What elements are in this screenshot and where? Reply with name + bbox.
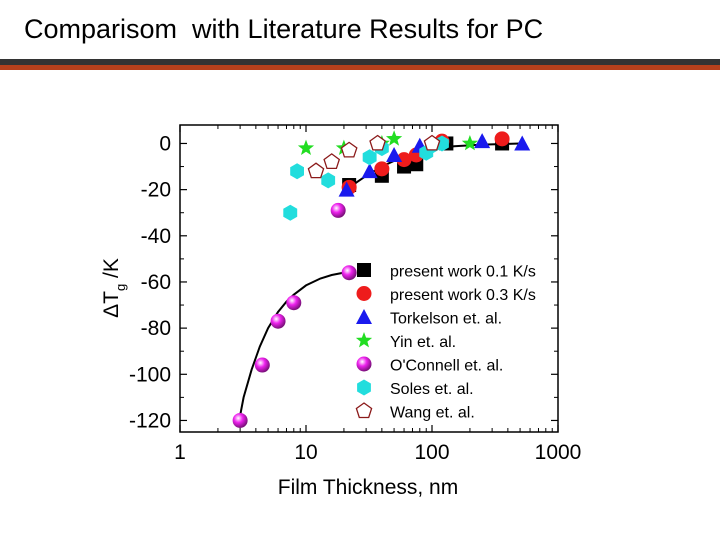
data-point <box>514 135 531 151</box>
legend: present work 0.1 K/s present work 0.3 K/s… <box>355 263 536 422</box>
data-point <box>341 265 357 281</box>
plot-area <box>179 124 559 433</box>
data-point <box>340 141 358 158</box>
x-tick-label: 1000 <box>535 441 582 464</box>
axis-ticks: 1 10 100 1000 0 -20 -40 -60 -80 -100 -120 <box>129 125 581 464</box>
y-tick-label: -40 <box>141 225 171 248</box>
data-point <box>386 130 403 146</box>
legend-marker <box>356 286 372 301</box>
fit-curves <box>237 142 521 426</box>
y-axis-label: ΔTg /K <box>100 258 128 318</box>
data-point <box>254 357 270 373</box>
legend-label: Soles et. al. <box>390 381 474 398</box>
data-point <box>396 152 412 168</box>
legend-label: Yin et. al. <box>390 334 456 351</box>
fit-curve <box>237 270 350 426</box>
x-axis-label: Film Thickness, nm <box>278 476 458 499</box>
data-point <box>321 172 336 189</box>
data-point <box>338 181 355 197</box>
legend-label: present work 0.1 K/s <box>390 264 536 281</box>
y-tick-label: -120 <box>129 409 171 432</box>
y-tick-label: -80 <box>141 317 171 340</box>
legend-label: O'Connell et. al. <box>390 358 503 375</box>
legend-label: present work 0.3 K/s <box>390 287 536 304</box>
title-divider-accent <box>0 65 720 70</box>
data-point <box>494 131 510 147</box>
y-tick-label: -100 <box>129 363 171 386</box>
title-divider <box>0 59 720 67</box>
x-tick-label: 100 <box>414 441 449 464</box>
data-point <box>323 153 341 170</box>
data-point <box>297 139 315 155</box>
data-point <box>386 147 403 163</box>
data-point <box>474 133 491 149</box>
data-point <box>423 134 441 151</box>
data-point <box>361 163 378 179</box>
data-point <box>461 135 478 151</box>
legend-marker <box>357 379 371 396</box>
data-point <box>374 161 390 177</box>
data-point <box>307 162 325 179</box>
legend-marker <box>355 402 373 419</box>
data-points <box>232 130 531 428</box>
plot-frame <box>179 124 559 433</box>
y-tick-label: 0 <box>159 132 171 155</box>
x-tick-label: 10 <box>294 441 317 464</box>
data-point <box>283 204 298 221</box>
legend-label: Torkelson et. al. <box>390 311 502 328</box>
y-axis-label-unit: /K <box>100 258 123 284</box>
data-point <box>232 412 248 428</box>
data-point <box>362 149 377 166</box>
series-6 <box>307 134 441 179</box>
legend-marker <box>356 356 372 372</box>
data-point <box>270 313 286 329</box>
series-4 <box>232 202 357 428</box>
legend-label: Wang et. al. <box>390 405 475 422</box>
data-point <box>290 163 304 180</box>
y-tick-label: -20 <box>141 179 171 202</box>
x-tick-label: 1 <box>174 441 186 464</box>
legend-marker <box>356 309 372 324</box>
y-tick-label: -60 <box>141 271 171 294</box>
y-axis-label-main: ΔT <box>100 291 123 318</box>
data-point <box>369 134 386 151</box>
data-point <box>286 295 302 311</box>
data-point <box>330 202 346 218</box>
y-axis-label-subscript: g <box>113 284 128 291</box>
legend-marker <box>357 263 371 277</box>
legend-marker <box>355 332 373 348</box>
slide-title: Comparisom with Literature Results for P… <box>24 14 544 44</box>
